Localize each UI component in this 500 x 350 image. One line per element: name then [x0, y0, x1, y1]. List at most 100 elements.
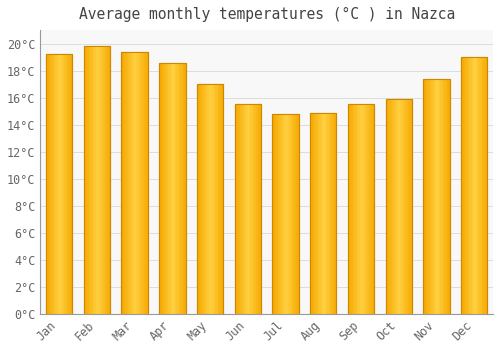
Bar	[400, 99, 402, 314]
Bar	[387, 99, 388, 314]
Bar	[482, 57, 484, 314]
Bar	[60, 54, 62, 314]
Bar	[222, 84, 224, 314]
Bar	[424, 79, 426, 314]
Bar	[366, 104, 368, 314]
Bar	[138, 52, 140, 314]
Bar	[104, 46, 105, 314]
Bar	[201, 84, 202, 314]
Bar	[431, 79, 432, 314]
Bar	[430, 79, 431, 314]
Bar	[447, 79, 448, 314]
Bar	[406, 99, 408, 314]
Bar	[472, 57, 473, 314]
Bar	[200, 84, 201, 314]
Bar	[58, 54, 59, 314]
Bar	[210, 84, 212, 314]
Bar	[248, 104, 249, 314]
Bar	[327, 112, 328, 314]
Bar	[245, 104, 246, 314]
Bar	[410, 99, 412, 314]
Bar	[278, 114, 279, 314]
Bar	[466, 57, 468, 314]
Bar	[62, 54, 63, 314]
Bar	[349, 104, 350, 314]
Bar	[484, 57, 485, 314]
Bar	[275, 114, 276, 314]
Bar	[348, 104, 374, 314]
Bar	[54, 54, 55, 314]
Bar	[140, 52, 141, 314]
Bar	[218, 84, 220, 314]
Bar	[310, 112, 336, 314]
Bar	[244, 104, 245, 314]
Bar	[284, 114, 286, 314]
Bar	[51, 54, 52, 314]
Bar	[360, 104, 361, 314]
Bar	[179, 63, 180, 314]
Bar	[206, 84, 208, 314]
Bar	[174, 63, 175, 314]
Bar	[134, 52, 136, 314]
Bar	[46, 54, 72, 314]
Bar	[362, 104, 364, 314]
Bar	[101, 46, 102, 314]
Bar	[404, 99, 406, 314]
Bar	[279, 114, 280, 314]
Bar	[386, 99, 412, 314]
Bar	[354, 104, 356, 314]
Bar	[166, 63, 167, 314]
Bar	[109, 46, 110, 314]
Bar	[464, 57, 465, 314]
Bar	[448, 79, 450, 314]
Bar	[322, 112, 324, 314]
Bar	[257, 104, 258, 314]
Bar	[478, 57, 480, 314]
Bar	[358, 104, 360, 314]
Bar	[214, 84, 216, 314]
Bar	[241, 104, 242, 314]
Bar	[197, 84, 224, 314]
Bar	[286, 114, 287, 314]
Bar	[408, 99, 410, 314]
Bar	[446, 79, 447, 314]
Bar	[398, 99, 400, 314]
Bar	[474, 57, 476, 314]
Bar	[361, 104, 362, 314]
Bar	[391, 99, 392, 314]
Bar	[94, 46, 96, 314]
Bar	[240, 104, 241, 314]
Bar	[52, 54, 54, 314]
Bar	[197, 84, 198, 314]
Bar	[162, 63, 163, 314]
Bar	[369, 104, 370, 314]
Bar	[468, 57, 469, 314]
Bar	[312, 112, 314, 314]
Bar	[236, 104, 238, 314]
Bar	[461, 57, 487, 314]
Bar	[56, 54, 58, 314]
Bar	[86, 46, 88, 314]
Bar	[443, 79, 444, 314]
Bar	[96, 46, 97, 314]
Bar	[145, 52, 146, 314]
Bar	[171, 63, 172, 314]
Bar	[92, 46, 93, 314]
Bar	[93, 46, 94, 314]
Bar	[238, 104, 240, 314]
Bar	[473, 57, 474, 314]
Bar	[106, 46, 108, 314]
Bar	[197, 84, 224, 314]
Bar	[280, 114, 281, 314]
Bar	[461, 57, 487, 314]
Bar	[256, 104, 257, 314]
Bar	[287, 114, 288, 314]
Bar	[260, 104, 261, 314]
Bar	[334, 112, 335, 314]
Bar	[332, 112, 334, 314]
Bar	[50, 54, 51, 314]
Bar	[462, 57, 464, 314]
Bar	[46, 54, 72, 314]
Bar	[71, 54, 72, 314]
Bar	[128, 52, 130, 314]
